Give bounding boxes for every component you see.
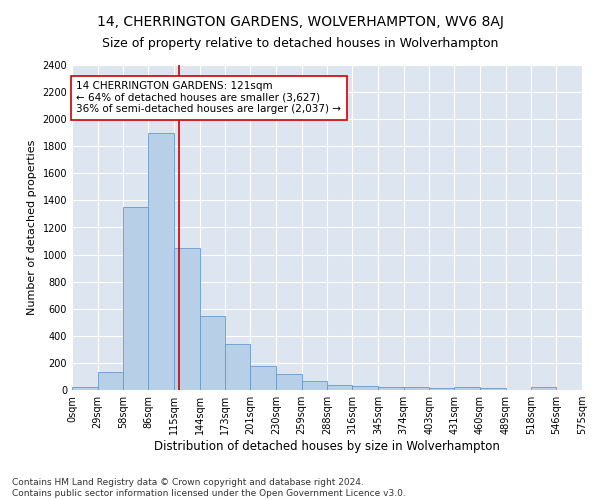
Text: Contains HM Land Registry data © Crown copyright and database right 2024.
Contai: Contains HM Land Registry data © Crown c… <box>12 478 406 498</box>
Bar <box>174 248 200 390</box>
Bar <box>124 207 148 390</box>
Bar <box>250 366 276 390</box>
Text: 14 CHERRINGTON GARDENS: 121sqm
← 64% of detached houses are smaller (3,627)
36% : 14 CHERRINGTON GARDENS: 121sqm ← 64% of … <box>76 81 341 114</box>
Y-axis label: Number of detached properties: Number of detached properties <box>27 140 37 315</box>
Text: 14, CHERRINGTON GARDENS, WOLVERHAMPTON, WV6 8AJ: 14, CHERRINGTON GARDENS, WOLVERHAMPTON, … <box>97 15 503 29</box>
Bar <box>148 132 174 390</box>
Bar <box>404 388 430 390</box>
Bar <box>98 372 124 390</box>
Bar <box>328 384 352 390</box>
Bar <box>454 386 480 390</box>
Bar <box>430 388 454 390</box>
Bar <box>302 381 328 390</box>
Bar <box>200 316 226 390</box>
Bar <box>276 374 302 390</box>
Bar <box>72 388 98 390</box>
Bar <box>226 344 250 390</box>
Bar <box>352 386 378 390</box>
Bar <box>480 388 506 390</box>
Text: Size of property relative to detached houses in Wolverhampton: Size of property relative to detached ho… <box>102 38 498 51</box>
X-axis label: Distribution of detached houses by size in Wolverhampton: Distribution of detached houses by size … <box>154 440 500 453</box>
Bar <box>378 386 404 390</box>
Bar <box>532 388 556 390</box>
